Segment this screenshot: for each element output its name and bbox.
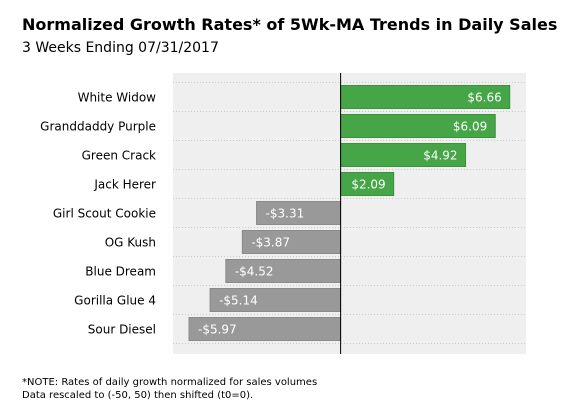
chart-title: Normalized Growth Rates* of 5Wk-MA Trend… (22, 15, 558, 34)
chart-footnote: *NOTE: Rates of daily growth normalized … (22, 376, 317, 402)
data-label: $4.92 (423, 149, 457, 163)
category-label: White Widow (78, 91, 157, 105)
data-label: $6.66 (467, 91, 501, 105)
category-label: Gorilla Glue 4 (74, 294, 156, 308)
data-label: -$3.87 (251, 236, 290, 250)
category-label: Granddaddy Purple (40, 120, 156, 134)
category-label: Jack Herer (93, 178, 156, 192)
data-label: -$4.52 (235, 265, 274, 279)
category-label: Sour Diesel (88, 323, 156, 337)
category-label: OG Kush (105, 236, 156, 250)
data-label: -$3.31 (266, 207, 305, 221)
data-label: -$5.97 (198, 323, 237, 337)
data-label: $6.09 (453, 120, 487, 134)
category-label: Girl Scout Cookie (53, 207, 156, 221)
data-label: -$5.14 (219, 294, 258, 308)
footnote-line-1: *NOTE: Rates of daily growth normalized … (22, 377, 318, 388)
chart-subtitle: 3 Weeks Ending 07/31/2017 (22, 40, 219, 56)
data-label: $2.09 (351, 178, 385, 192)
footnote-line-2: Data rescaled to (-50, 50) then shifted … (22, 390, 254, 401)
category-label: Blue Dream (85, 265, 156, 279)
category-label: Green Crack (82, 149, 156, 163)
